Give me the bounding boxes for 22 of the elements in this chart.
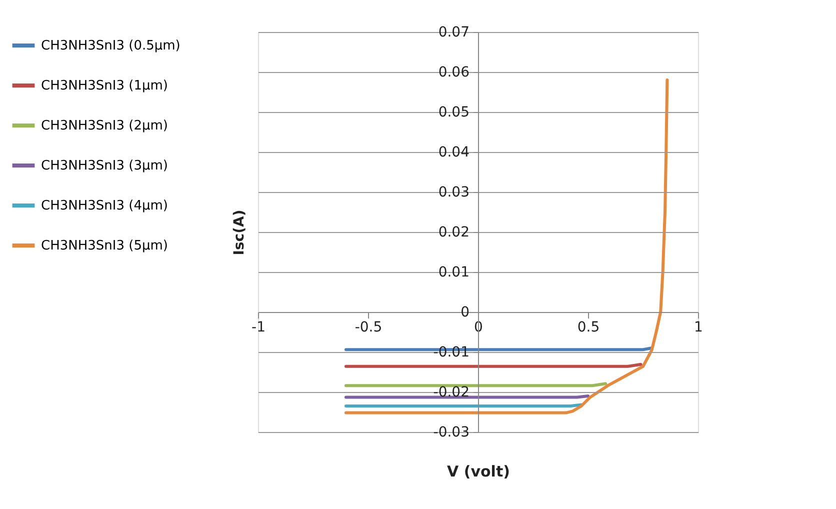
y-axis-title: Isc(A) <box>232 210 248 256</box>
legend-label: CH3NH3SnI3 (3µm) <box>41 158 168 174</box>
legend-label: CH3NH3SnI3 (5µm) <box>41 238 168 254</box>
line-series <box>344 78 669 414</box>
legend-label: CH3NH3SnI3 (0.5µm) <box>41 38 180 54</box>
y-tick-label: -0.03 <box>433 424 470 440</box>
x-tick-label: -0.5 <box>354 320 382 336</box>
legend-label: CH3NH3SnI3 (1µm) <box>41 78 168 94</box>
legend-label: CH3NH3SnI3 (2µm) <box>41 118 168 134</box>
legend-label: CH3NH3SnI3 (4µm) <box>41 198 168 214</box>
x-tick-label: -1 <box>252 320 266 336</box>
y-tick-label: 0.01 <box>438 264 470 280</box>
y-tick-label: 0.03 <box>438 184 470 200</box>
y-tick-label: 0.02 <box>438 224 470 240</box>
y-tick-label: 0.05 <box>438 104 470 120</box>
y-tick-label: 0.07 <box>438 24 470 40</box>
y-tick-label: 0 <box>460 304 470 320</box>
y-tick-label: 0.04 <box>438 144 470 160</box>
y-tick-label: 0.06 <box>438 64 470 80</box>
x-axis-title: V (volt) <box>447 462 510 480</box>
x-tick-label: 0.5 <box>577 320 600 336</box>
x-tick-label: 1 <box>694 320 703 336</box>
